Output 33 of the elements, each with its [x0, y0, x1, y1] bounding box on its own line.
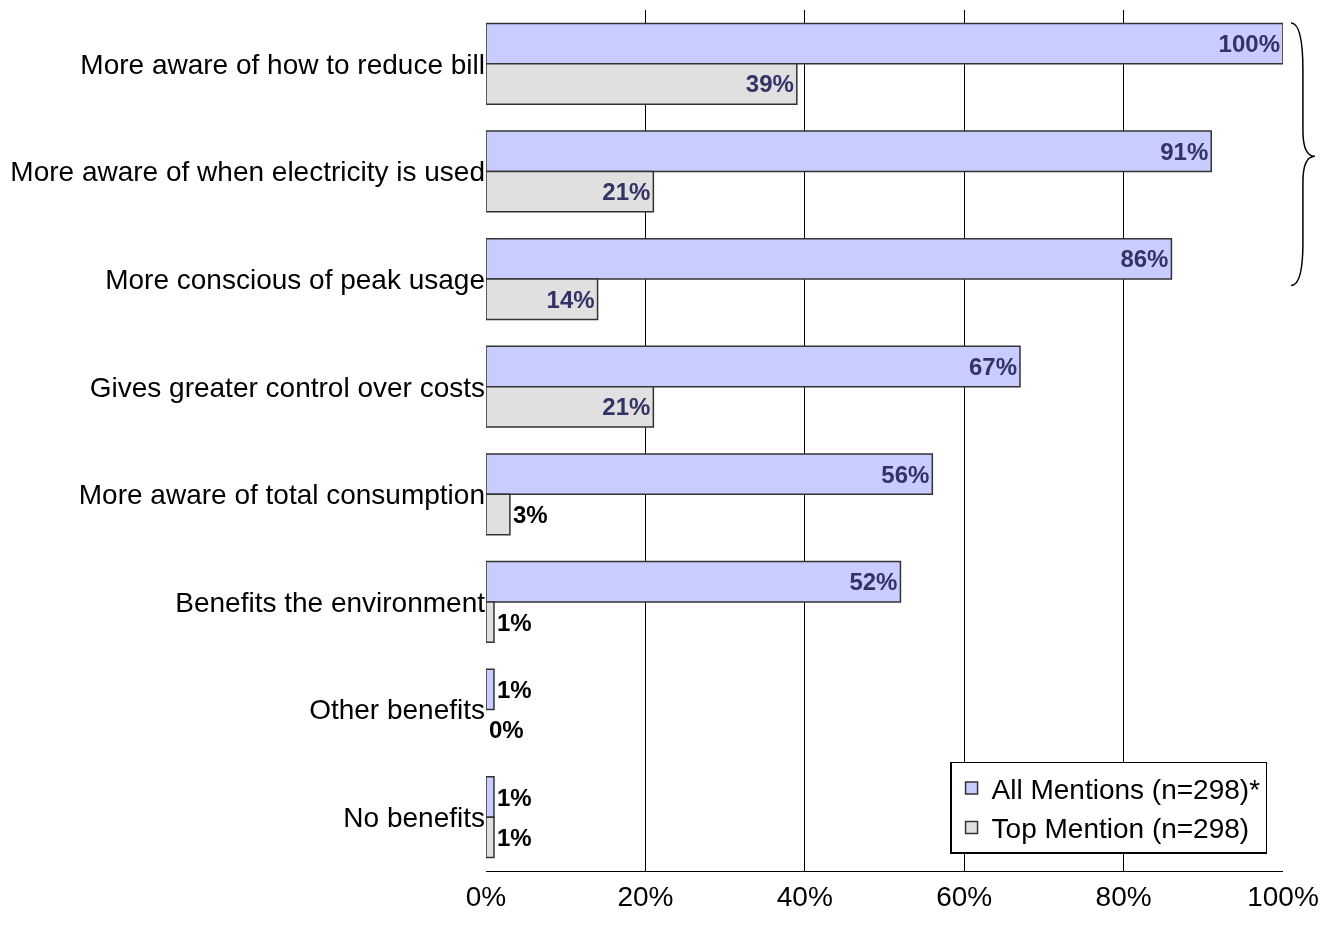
data-label: 21%	[602, 178, 651, 206]
legend-label: All Mentions (n=298)*	[991, 773, 1261, 805]
x-tick-label: 60%	[936, 880, 993, 912]
data-label: 0%	[489, 716, 524, 744]
x-tick-label: 0%	[465, 880, 507, 912]
y-tick-label: More aware of how to reduce bill	[80, 48, 485, 80]
y-tick-label: Gives greater control over costs	[89, 371, 485, 403]
x-tick-label: 40%	[776, 880, 833, 912]
data-label: 1%	[496, 823, 532, 851]
x-tick-label: 20%	[617, 880, 674, 912]
x-tick-label: 100%	[1247, 880, 1319, 912]
data-label: 67%	[968, 353, 1017, 381]
data-label: 52%	[849, 568, 898, 596]
y-tick-label: More aware of when electricity is used	[10, 156, 485, 188]
data-label: 1%	[496, 608, 532, 636]
data-label: 56%	[881, 460, 930, 488]
data-label: 1%	[496, 783, 532, 811]
data-label: 1%	[496, 675, 532, 703]
data-label: 86%	[1120, 245, 1169, 273]
data-label: 21%	[602, 393, 651, 421]
data-label: 91%	[1160, 137, 1209, 165]
data-label: 3%	[512, 500, 548, 528]
data-label: 14%	[546, 285, 595, 313]
legend-label: Top Mention (n=298)	[991, 813, 1250, 845]
y-tick-label: More aware of total consumption	[78, 479, 485, 511]
y-tick-label: More conscious of peak usage	[105, 263, 485, 295]
data-label: 100%	[1218, 30, 1280, 58]
y-tick-label: Benefits the environment	[175, 586, 486, 618]
y-tick-label: No benefits	[343, 801, 485, 833]
y-tick-label: Other benefits	[309, 694, 485, 726]
bar	[486, 668, 495, 711]
data-label: 39%	[745, 70, 794, 98]
x-tick-label: 80%	[1095, 880, 1152, 912]
